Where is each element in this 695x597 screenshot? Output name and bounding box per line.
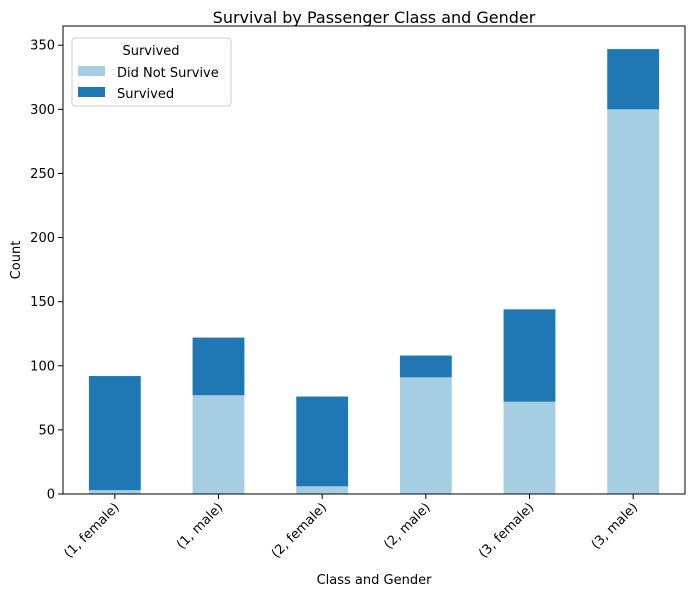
bar-did-not-survive-3-male	[607, 109, 660, 494]
bar-did-not-survive-2-female	[296, 486, 349, 494]
bar-did-not-survive-3-female	[503, 401, 556, 494]
legend-title: Survived	[122, 44, 179, 59]
x-tick-label-1-female: (1, female)	[61, 500, 122, 561]
bar-did-not-survive-1-male	[192, 395, 245, 494]
bar-survived-1-male	[192, 337, 245, 396]
y-tick-label: 50	[38, 423, 55, 438]
y-tick-label: 150	[30, 295, 55, 310]
bar-survived-2-female	[296, 396, 349, 487]
legend-label-survived: Survived	[117, 87, 174, 102]
x-tick-label-2-female: (2, female)	[269, 500, 330, 561]
chart-title: Survival by Passenger Class and Gender	[213, 8, 536, 27]
y-tick-label: 200	[30, 231, 55, 246]
x-tick-label-2-male: (2, male)	[381, 500, 433, 552]
y-axis-label: Count	[9, 241, 24, 280]
y-tick-label: 350	[30, 39, 55, 54]
x-tick-label-3-male: (3, male)	[589, 500, 641, 552]
bar-survived-3-male	[607, 49, 660, 110]
x-tick-label-1-male: (1, male)	[174, 500, 226, 552]
legend-swatch-did-not-survive	[78, 66, 105, 76]
plot-frame	[62, 25, 686, 495]
y-tick-label: 300	[30, 103, 55, 118]
bars-group	[88, 49, 660, 494]
y-tick-label: 100	[30, 359, 55, 374]
legend-label-did-not-survive: Did Not Survive	[117, 66, 219, 81]
y-axis: 0 50 100 150 200 250 300 350	[30, 39, 63, 503]
y-tick-label: 250	[30, 167, 55, 182]
x-axis: (1, female) (1, male) (2, female) (2, male)…	[61, 494, 641, 561]
bar-survived-2-male	[399, 355, 452, 378]
bar-survived-3-female	[503, 309, 556, 402]
legend-box	[71, 37, 232, 107]
legend-swatch-survived	[78, 87, 105, 97]
bar-did-not-survive-1-female	[88, 490, 141, 494]
y-tick-label: 0	[47, 488, 55, 503]
bar-survived-1-female	[88, 376, 141, 491]
x-axis-label: Class and Gender	[317, 573, 432, 588]
x-tick-label-3-female: (3, female)	[476, 500, 537, 561]
bar-did-not-survive-2-male	[399, 377, 452, 494]
legend: Survived Did Not Survive Survived	[71, 37, 232, 107]
